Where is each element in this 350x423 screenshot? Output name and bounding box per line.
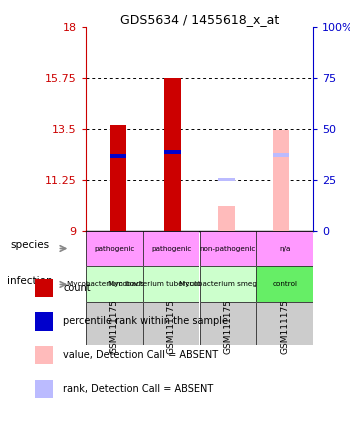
Bar [218,178,235,181]
Text: infection: infection [7,276,53,286]
Bar [35,278,52,297]
Bar [218,206,235,231]
Text: GSM1111753: GSM1111753 [223,293,232,354]
Text: count: count [63,283,91,293]
Text: pathogenic: pathogenic [151,245,191,252]
Text: Mycobacterium tuberculosis H37ra: Mycobacterium tuberculosis H37ra [108,281,234,288]
Bar [110,154,126,158]
Bar [35,312,52,331]
Bar [164,78,181,231]
Text: Mycobacterium bovis BCG: Mycobacterium bovis BCG [67,281,162,288]
Title: GDS5634 / 1455618_x_at: GDS5634 / 1455618_x_at [120,14,279,26]
Text: GSM1111752: GSM1111752 [167,293,176,354]
Text: GSM1111750: GSM1111750 [280,293,289,354]
Text: rank, Detection Call = ABSENT: rank, Detection Call = ABSENT [63,384,213,394]
Text: n/a: n/a [279,245,290,252]
Text: GSM1111751: GSM1111751 [110,293,119,354]
Bar [273,153,289,157]
Bar [164,150,181,154]
Bar [35,380,52,398]
Text: species: species [10,240,50,250]
Bar [110,124,126,231]
Text: pathogenic: pathogenic [94,245,134,252]
Text: percentile rank within the sample: percentile rank within the sample [63,316,228,327]
Text: Mycobacterium smegmatis: Mycobacterium smegmatis [179,281,277,288]
Text: non-pathogenic: non-pathogenic [200,245,256,252]
Text: control: control [272,281,297,288]
Bar [35,346,52,365]
Bar [273,130,289,231]
Text: value, Detection Call = ABSENT: value, Detection Call = ABSENT [63,350,218,360]
